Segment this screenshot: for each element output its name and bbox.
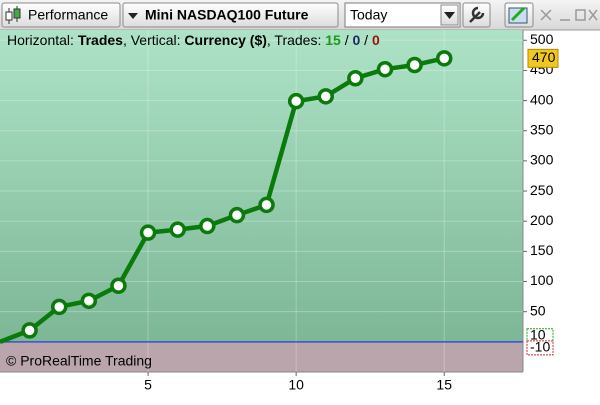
dropdown-arrow: [128, 13, 138, 19]
point-marker: [435, 50, 453, 67]
y-tick-label: 250: [530, 182, 554, 198]
point-marker: [347, 70, 364, 87]
separator: /: [341, 32, 353, 48]
trade-total: 15: [325, 32, 341, 48]
zone-label-box: [526, 340, 554, 356]
info-text: , Trades:: [267, 32, 325, 48]
zone-label: 10: [530, 327, 546, 343]
x-tick-label: 15: [436, 377, 452, 393]
y-tick-label: 500: [530, 31, 554, 47]
point-marker: [258, 196, 275, 214]
info-text: , Vertical:: [123, 32, 184, 48]
series-line: [0, 56, 445, 344]
close-icon[interactable]: [540, 9, 552, 21]
point-marker: [376, 60, 394, 78]
positive-zone: [0, 30, 523, 342]
x-tick-label: 5: [144, 377, 152, 393]
y-tick-label: 200: [530, 212, 554, 228]
select-arrow: [444, 12, 455, 19]
point-marker: [228, 206, 246, 224]
window-title: Performance: [28, 7, 108, 23]
point-marker: [169, 221, 186, 238]
point-marker: [287, 92, 305, 110]
watermark: © ProRealTime Trading: [6, 353, 152, 369]
point-marker: [50, 298, 68, 316]
x-axis-label: Trades: [78, 32, 123, 48]
trade-winning: 0: [353, 32, 361, 48]
instrument: Mini NASDAQ100 Future: [145, 7, 309, 23]
separator: /: [360, 32, 372, 48]
last-value-label: 470: [532, 49, 556, 65]
y-tick-label: 300: [530, 152, 554, 168]
point-marker: [110, 277, 127, 294]
y-tick-label: 100: [530, 272, 554, 288]
point-marker: [21, 322, 38, 339]
close-window-icon[interactable]: [588, 9, 598, 21]
point-marker: [406, 56, 423, 74]
y-tick-label: 150: [530, 242, 554, 258]
candle-icon: [5, 6, 21, 24]
point-marker: [199, 217, 216, 235]
point-marker: [317, 88, 335, 105]
last-value-box: [527, 48, 559, 68]
instrument-button[interactable]: [122, 2, 339, 28]
zone-label: -10: [530, 339, 550, 355]
export-arrow: [510, 6, 526, 22]
y-axis-label: Currency ($): [184, 32, 266, 48]
y-tick-label: 350: [530, 121, 554, 137]
y-tick-label: 400: [530, 91, 554, 107]
period: Today: [350, 7, 387, 23]
info-line: Horizontal: Trades, Vertical: Currency (…: [7, 32, 380, 48]
point-marker: [139, 224, 157, 241]
info-text: Horizontal:: [7, 32, 78, 48]
y-tick-label: 50: [530, 302, 546, 318]
maximize-icon[interactable]: [575, 9, 586, 21]
performance-button[interactable]: [1, 2, 121, 28]
x-tick-label: 10: [288, 377, 304, 393]
trade-losing: 0: [372, 32, 380, 48]
negative-zone: [0, 341, 523, 372]
wrench-icon: [469, 6, 485, 23]
point-marker: [80, 292, 98, 310]
